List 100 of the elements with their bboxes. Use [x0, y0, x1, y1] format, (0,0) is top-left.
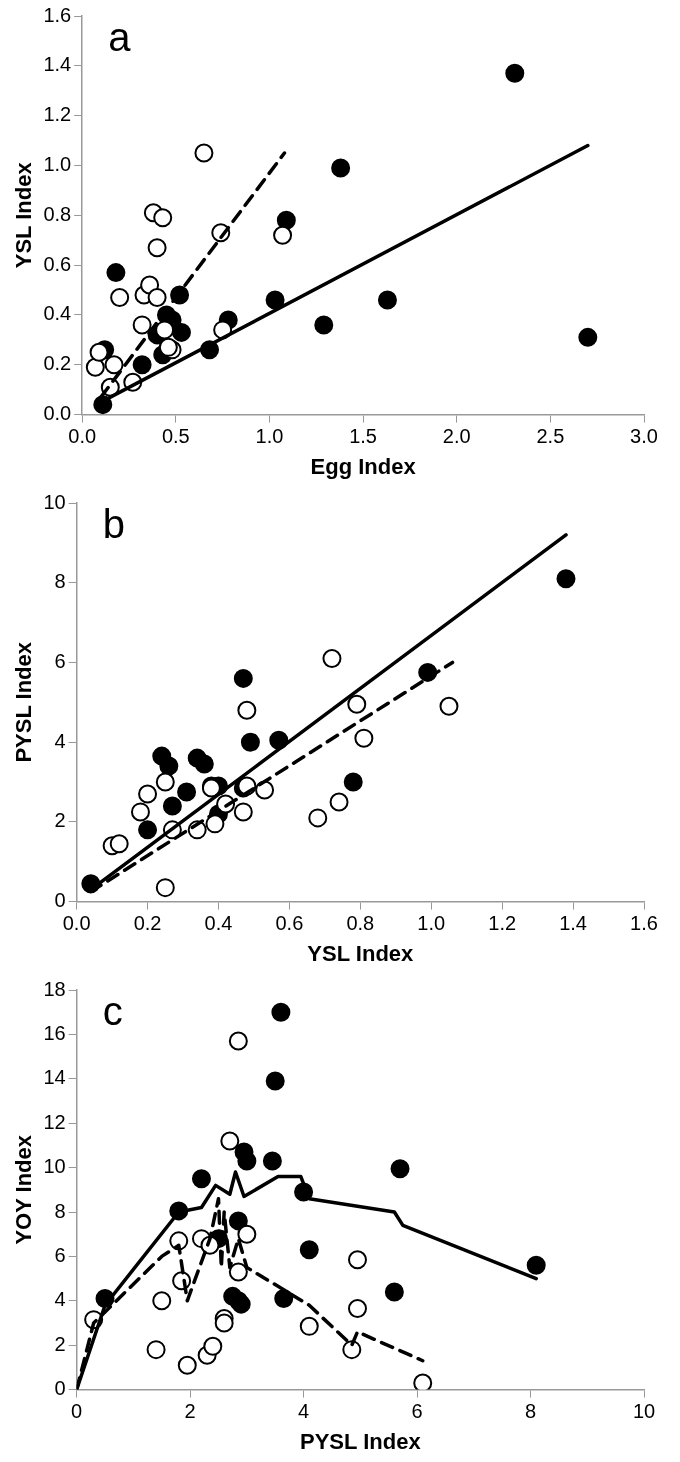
y-tick-label: 10 — [43, 490, 66, 513]
point — [138, 784, 158, 804]
point — [220, 1131, 240, 1151]
point — [237, 1151, 257, 1171]
x-tick-label: 0.2 — [133, 912, 162, 935]
point — [155, 772, 175, 792]
point — [203, 1336, 223, 1356]
point — [109, 834, 129, 854]
point — [343, 772, 363, 792]
annotation: b — [102, 502, 125, 547]
x-tick-label: 3.0 — [630, 425, 658, 448]
point — [228, 1031, 248, 1051]
point — [314, 315, 334, 335]
point — [155, 878, 175, 898]
point — [130, 802, 150, 822]
y-tick-label: 0.6 — [43, 252, 72, 275]
annotation: a — [108, 15, 132, 60]
x-tick-label: 0.4 — [204, 912, 233, 935]
point — [331, 158, 351, 178]
x-tick-label: 2.0 — [442, 425, 471, 448]
y-tick-label: 16 — [43, 1021, 66, 1044]
point — [384, 1282, 404, 1302]
point — [237, 700, 257, 720]
point — [233, 668, 253, 688]
x-tick-label: 1.4 — [559, 912, 587, 935]
y-tick-label: 6 — [54, 649, 66, 672]
point — [228, 1211, 248, 1231]
point — [138, 820, 158, 840]
point — [322, 648, 342, 668]
annotation: c — [102, 989, 123, 1034]
y-axis-title: PYSL Index — [11, 641, 37, 763]
point — [194, 754, 214, 774]
point — [191, 1169, 211, 1189]
point — [177, 782, 197, 802]
point — [377, 290, 397, 310]
point — [342, 1340, 362, 1360]
y-tick-label: 0 — [54, 1377, 66, 1400]
y-tick-label: 1.6 — [43, 3, 72, 26]
point — [205, 814, 225, 834]
point — [276, 210, 296, 230]
y-tick-label: 1.4 — [43, 53, 72, 76]
x-tick-label: 1.5 — [349, 425, 378, 448]
point — [89, 342, 109, 362]
y-tick-label: 4 — [54, 1288, 66, 1311]
x-tick-label: 1.2 — [488, 912, 517, 935]
x-tick-label: 1.0 — [417, 912, 446, 935]
point — [233, 802, 253, 822]
point — [347, 1250, 367, 1270]
x-tick-label: 1.6 — [630, 912, 658, 935]
point — [194, 143, 214, 163]
x-axis-title: Egg Index — [310, 453, 417, 479]
point — [578, 327, 598, 347]
point — [162, 796, 182, 816]
point — [347, 1299, 367, 1319]
point — [85, 357, 105, 377]
point — [308, 808, 328, 828]
point — [271, 1002, 291, 1022]
y-tick-label: 0.8 — [43, 202, 72, 225]
point — [132, 315, 152, 335]
point — [274, 1289, 294, 1309]
point — [556, 569, 576, 589]
x-tick-label: 1.0 — [255, 425, 284, 448]
point — [177, 1355, 197, 1375]
point — [240, 732, 260, 752]
x-tick-label: 6 — [411, 1400, 423, 1423]
point — [152, 1291, 172, 1311]
x-tick-label: 10 — [632, 1400, 656, 1423]
y-tick-label: 0.4 — [43, 302, 72, 325]
point — [505, 63, 525, 83]
point — [273, 225, 293, 245]
point — [439, 696, 459, 716]
y-tick-label: 1.0 — [43, 152, 72, 175]
x-axis-title: YSL Index — [307, 940, 415, 966]
point — [147, 238, 167, 258]
x-tick-label: 0.8 — [346, 912, 375, 935]
point — [299, 1240, 319, 1260]
y-tick-label: 12 — [43, 1110, 66, 1133]
x-tick-label: 0.0 — [68, 425, 97, 448]
x-tick-label: 2 — [184, 1400, 196, 1423]
y-tick-label: 4 — [54, 729, 66, 752]
point — [265, 1071, 285, 1091]
y-tick-label: 0.2 — [43, 352, 72, 375]
point — [299, 1316, 319, 1336]
point — [265, 290, 285, 310]
y-tick-label: 8 — [54, 570, 66, 593]
y-tick-label: 18 — [43, 977, 66, 1000]
point — [159, 756, 179, 776]
y-tick-label: 14 — [43, 1066, 66, 1089]
x-tick-label: 8 — [524, 1400, 537, 1423]
x-tick-label: 0.5 — [161, 425, 190, 448]
y-tick-label: 6 — [54, 1243, 66, 1266]
point — [106, 263, 126, 283]
y-tick-label: 0.0 — [43, 402, 72, 425]
point — [390, 1159, 410, 1179]
point — [262, 1151, 282, 1171]
point — [347, 694, 367, 714]
point — [354, 728, 374, 748]
point — [132, 355, 152, 375]
point — [146, 1340, 166, 1360]
y-tick-label: 0 — [54, 889, 66, 912]
